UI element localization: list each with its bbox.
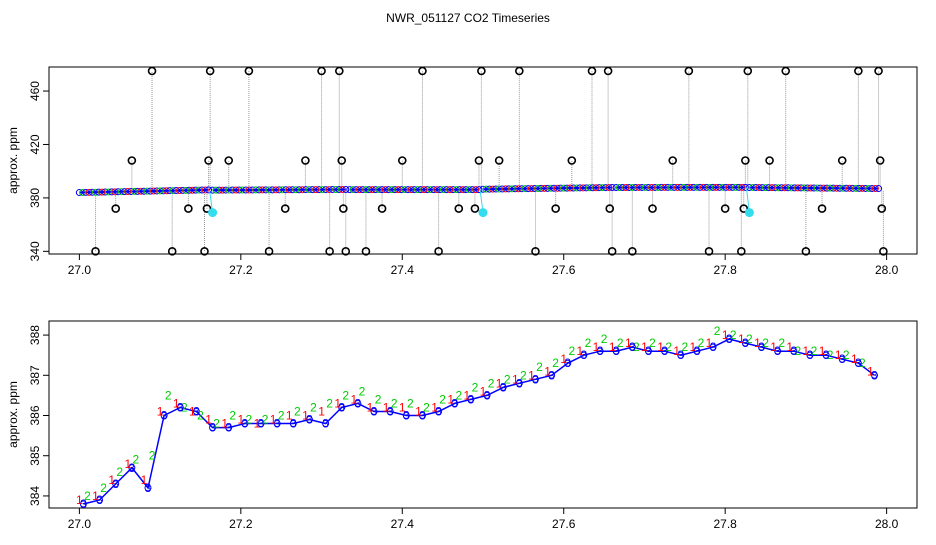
chart-title: NWR_051127 CO2 Timeseries [386, 11, 550, 25]
series-3-label: 3 [613, 344, 620, 358]
series-3-label: 3 [839, 352, 846, 366]
series-3-label: 3 [871, 368, 878, 382]
series-3-label: 3 [371, 404, 378, 418]
series-3-label: 3 [322, 417, 329, 431]
series-3-label: 3 [807, 348, 814, 362]
series-3-label: 3 [823, 348, 830, 362]
series-3-label: 3 [403, 409, 410, 423]
y-tick-label: 386 [28, 405, 42, 425]
series-3-label: 3 [694, 344, 701, 358]
bottom-panel: 27.0 27.2 27.4 27.6 27.8 28.0 384 385 386 387 388 a… [6, 321, 917, 531]
series-3-label: 3 [419, 409, 426, 423]
series-3-label: 3 [242, 417, 249, 431]
series-3-label: 3 [258, 417, 265, 431]
y-tick-label: 380 [28, 188, 42, 208]
y-axis-title: approx. ppm [6, 381, 20, 448]
y-tick-label: 460 [28, 81, 42, 101]
series-3-label: 3 [306, 413, 313, 427]
series-3-label: 3 [80, 497, 87, 511]
x-tick-label: 27.4 [391, 263, 415, 277]
x-tick-label: 27.2 [229, 263, 253, 277]
series-3-label: 3 [774, 344, 781, 358]
series-3-label: 3 [726, 332, 733, 346]
series-3-label: 3 [129, 461, 136, 475]
series-2-label: 2 [149, 449, 156, 463]
series-3-label: 3 [290, 417, 297, 431]
series-3-label: 3 [193, 404, 200, 418]
y-tick-label: 420 [28, 134, 42, 154]
x-tick-label: 28.0 [875, 263, 899, 277]
series-3-label: 3 [112, 477, 119, 491]
series-3-label: 3 [338, 400, 345, 414]
top-panel: 27.0 27.2 27.4 27.6 27.8 28.0 340 380 420 460 appr… [6, 67, 917, 277]
x-tick-label: 27.0 [68, 263, 92, 277]
cyan-point [745, 209, 753, 217]
series-3-label: 3 [468, 392, 475, 406]
series-3-label: 3 [742, 336, 749, 350]
cyan-point [209, 209, 217, 217]
y-tick-label: 340 [28, 241, 42, 261]
y-tick-label: 384 [28, 486, 42, 506]
series-3-label: 3 [677, 348, 684, 362]
series-3-label: 3 [564, 356, 571, 370]
series-3-label: 3 [484, 388, 491, 402]
series-3-label: 3 [209, 421, 216, 435]
y-tick-label: 387 [28, 365, 42, 385]
x-tick-label: 27.8 [713, 263, 737, 277]
x-tick-label: 27.6 [552, 263, 576, 277]
series-3-label: 3 [548, 368, 555, 382]
series-3-label: 3 [581, 348, 588, 362]
series-3-label: 3 [597, 344, 604, 358]
x-tick-label: 27.8 [713, 517, 737, 531]
series-3-label: 3 [532, 372, 539, 386]
cyan-point [479, 209, 487, 217]
x-tick-label: 27.6 [552, 517, 576, 531]
series-3-label: 3 [274, 417, 281, 431]
series-2-label: 2 [714, 324, 721, 338]
series-3-label: 3 [790, 344, 797, 358]
series-3-label: 3 [629, 340, 636, 354]
y-tick-label: 388 [28, 325, 42, 345]
series-3-label: 3 [225, 421, 232, 435]
y-axis-title: approx. ppm [6, 127, 20, 194]
x-tick-label: 27.0 [68, 517, 92, 531]
series-3-label: 3 [500, 380, 507, 394]
series-2-label: 2 [165, 388, 172, 402]
series-3-label: 3 [516, 376, 523, 390]
series-3-label: 3 [435, 404, 442, 418]
series-3-label: 3 [145, 481, 152, 495]
series-3-label: 3 [451, 396, 458, 410]
series-3-label: 3 [645, 344, 652, 358]
x-tick-label: 27.2 [229, 517, 253, 531]
series-2-label: 2 [326, 396, 333, 410]
x-tick-label: 28.0 [875, 517, 899, 531]
series-3-label: 3 [96, 493, 103, 507]
y-tick-label: 385 [28, 445, 42, 465]
series-3-label: 3 [710, 340, 717, 354]
series-3-label: 3 [177, 400, 184, 414]
series-3-label: 3 [161, 409, 168, 423]
series-3-label: 3 [661, 344, 668, 358]
x-tick-label: 27.4 [391, 517, 415, 531]
series-3-label: 3 [387, 404, 394, 418]
series-3-label: 3 [855, 356, 862, 370]
series-3-label: 3 [758, 340, 765, 354]
series-3-label: 3 [355, 396, 362, 410]
